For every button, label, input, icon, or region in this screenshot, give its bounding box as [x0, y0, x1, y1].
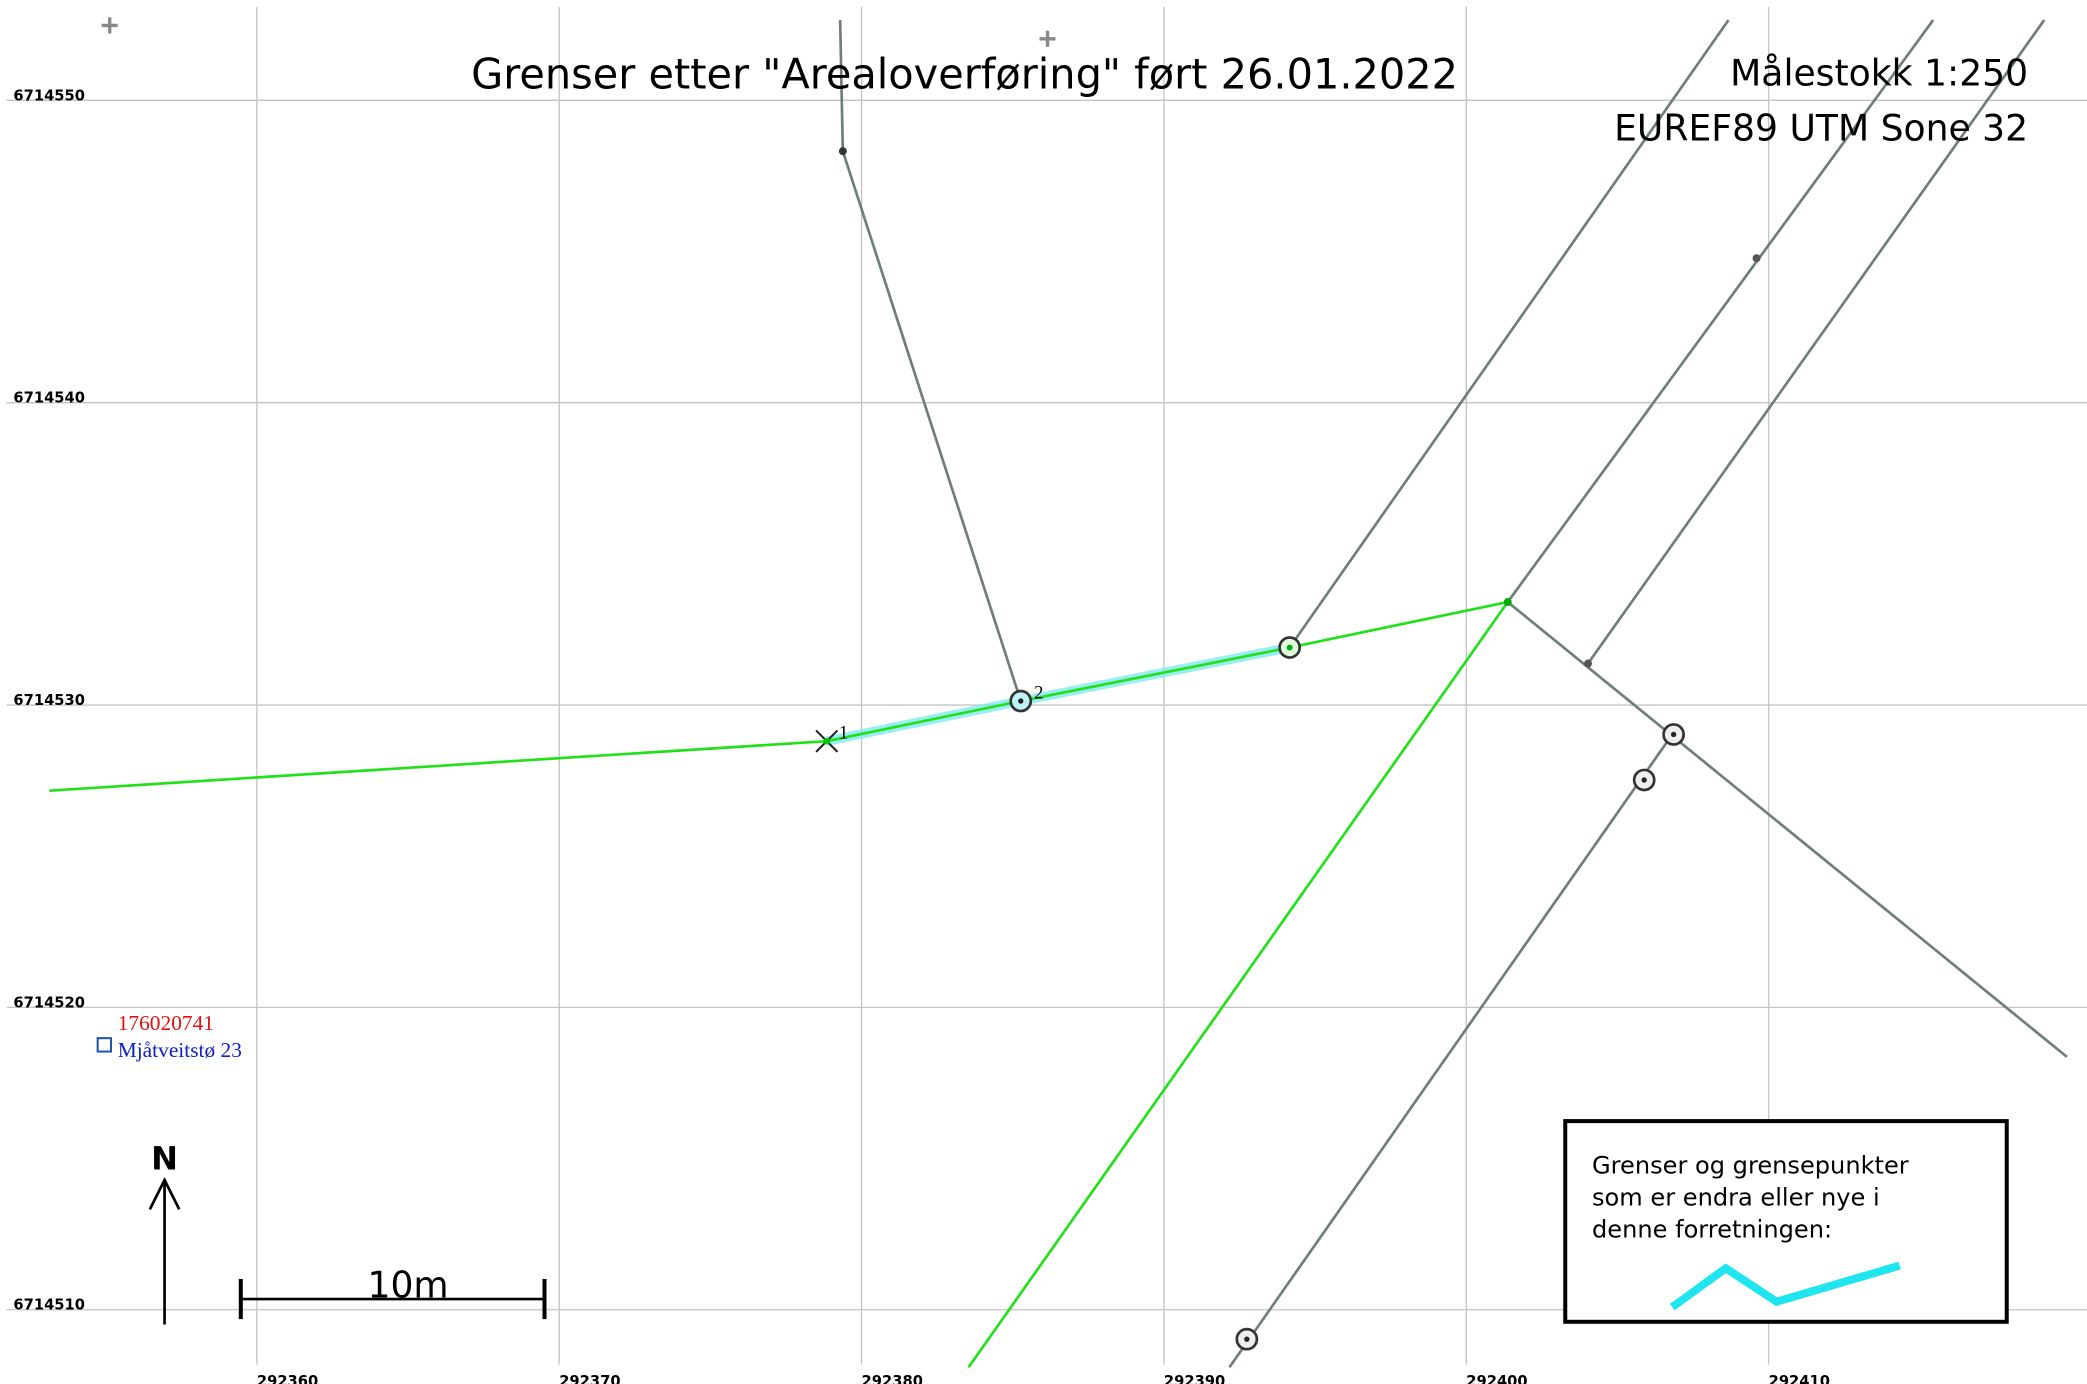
plus-markers: [101, 17, 1056, 47]
northing-label: 6714510: [13, 1297, 85, 1314]
parcel-id: 176020741: [118, 1011, 214, 1035]
easting-label: 292390: [1164, 1373, 1225, 1384]
point-label: 1: [839, 722, 848, 743]
north-label: N: [151, 1139, 178, 1177]
legend: Grenser og grensepunkter som er endra el…: [1563, 1119, 2009, 1324]
parcel-address: Mjåtveitstø 23: [118, 1038, 242, 1062]
crs-text: EUREF89 UTM Sone 32: [1614, 106, 2028, 149]
easting-label: 292380: [862, 1373, 923, 1384]
map-title: Grenser etter "Arealoverføring" ført 26.…: [471, 50, 1458, 98]
legend-line: denne forretningen:: [1592, 1215, 1832, 1243]
northing-label: 6714530: [13, 692, 85, 709]
easting-label: 292370: [559, 1373, 620, 1384]
northing-label: 6714520: [13, 994, 85, 1011]
easting-label: 292400: [1466, 1373, 1527, 1384]
northing-label: 6714550: [13, 87, 85, 104]
grid: 292360 292370 292380 292390 292400 292410 6714…: [6, 6, 2087, 1384]
easting-label: 292410: [1769, 1373, 1830, 1384]
scale-bar-label: 10m: [367, 1264, 448, 1307]
scale-bar: [238, 1278, 547, 1320]
scale-text: Målestokk 1:250: [1730, 52, 2028, 95]
easting-label: 292360: [257, 1373, 318, 1384]
point-label: 2: [1034, 682, 1043, 703]
legend-line: Grenser og grensepunkter: [1592, 1151, 1909, 1179]
legend-line: som er endra eller nye i: [1592, 1183, 1880, 1211]
north-arrow: [148, 1176, 181, 1325]
boundary-points: [815, 147, 1761, 1351]
northing-label: 6714540: [13, 390, 85, 407]
legend-symbol: [1669, 1261, 1901, 1311]
address-marker: [96, 1037, 113, 1053]
